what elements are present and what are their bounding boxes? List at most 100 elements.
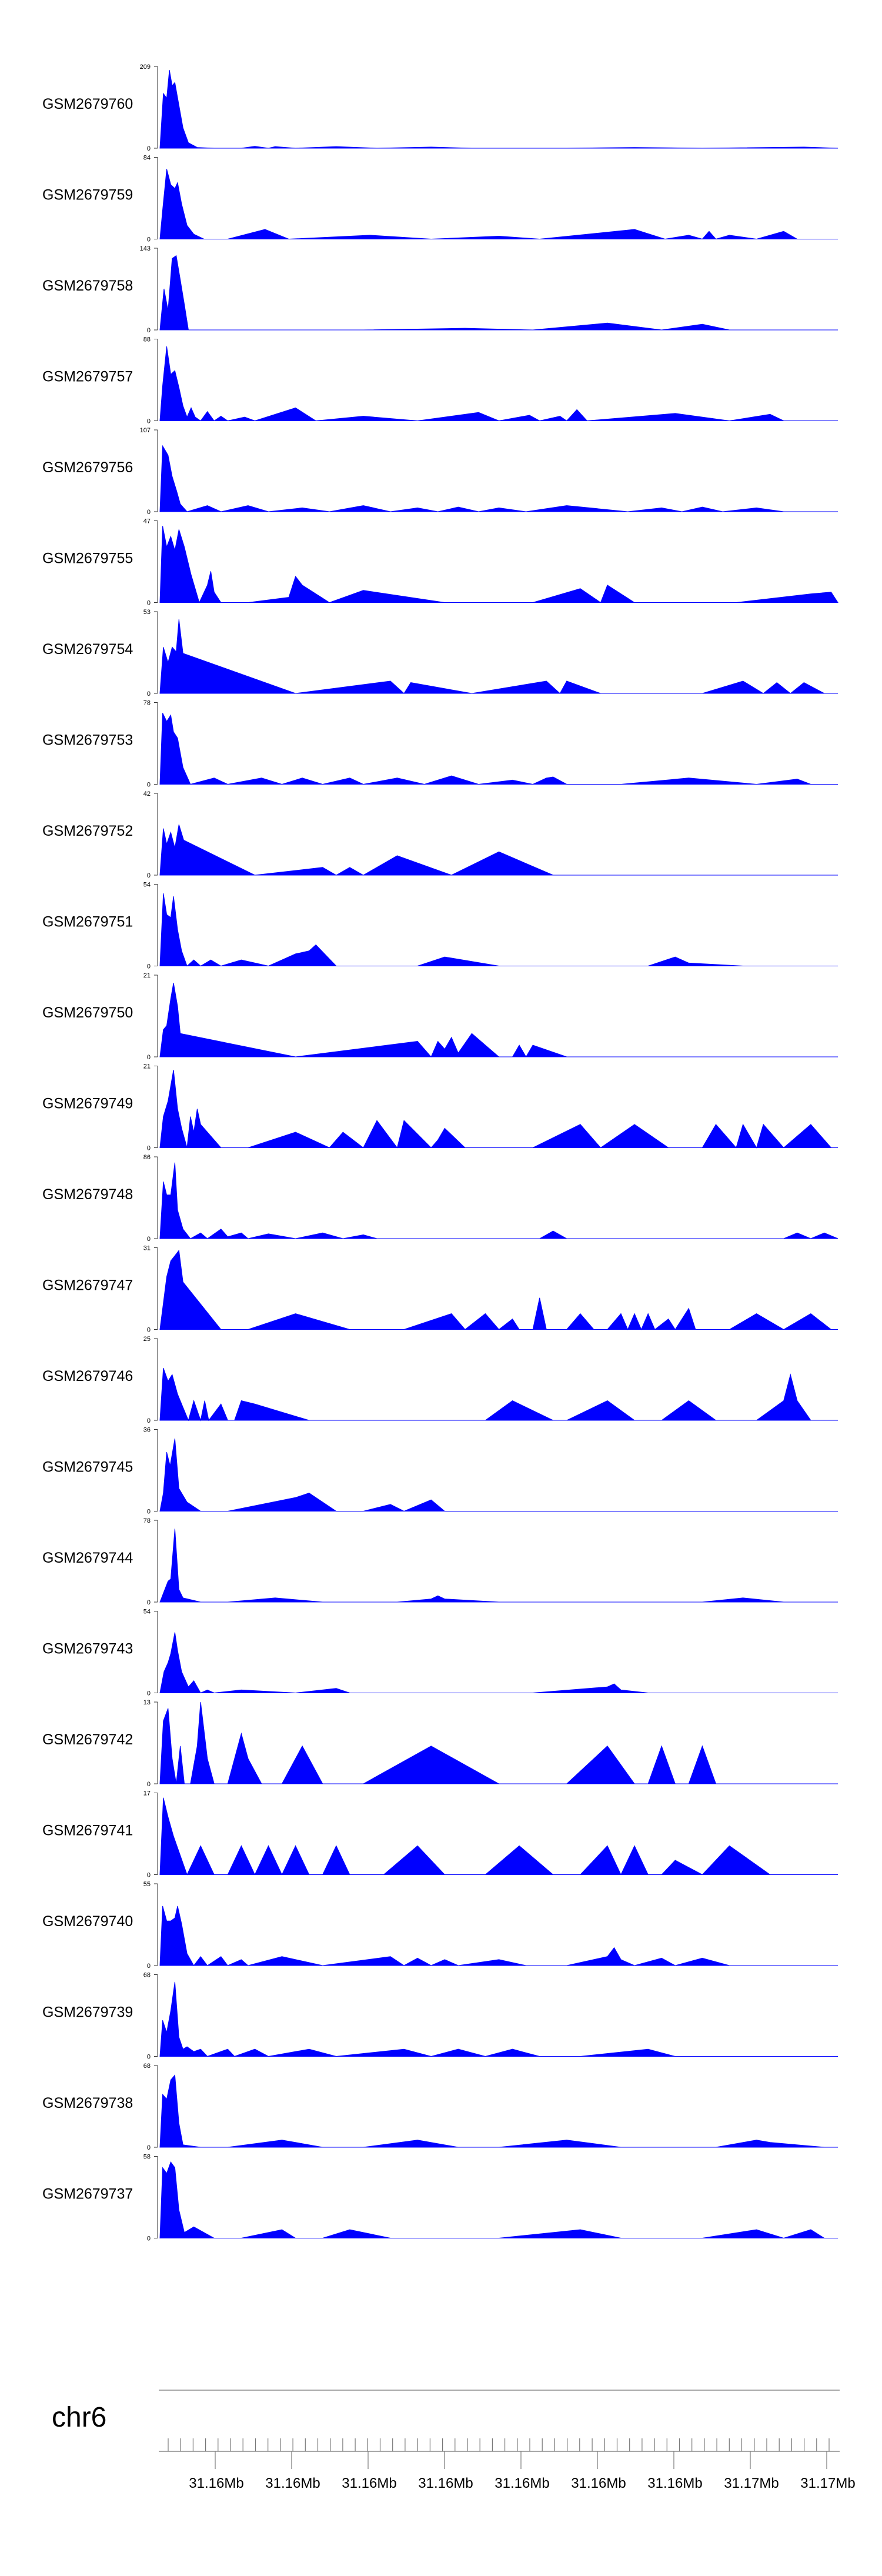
y-max-label: 13 bbox=[143, 1699, 151, 1706]
coverage-area bbox=[159, 1162, 838, 1239]
y-zero-label: 0 bbox=[147, 1690, 151, 1697]
coverage-area bbox=[159, 346, 838, 422]
y-zero-label: 0 bbox=[147, 872, 151, 879]
track-GSM2679746: GSM2679746 25 0 bbox=[42, 1336, 838, 1424]
coverage-tracks: GSM2679760 209 0 GSM2679759 84 0 GSM2679758 143… bbox=[42, 64, 838, 2243]
y-zero-label: 0 bbox=[147, 509, 151, 516]
coverage-area bbox=[159, 893, 838, 967]
track-name: GSM2679741 bbox=[42, 1823, 133, 1839]
y-max-label: 55 bbox=[143, 1881, 151, 1888]
track-name: GSM2679749 bbox=[42, 1096, 133, 1112]
track-name: GSM2679756 bbox=[42, 459, 133, 476]
y-zero-label: 0 bbox=[147, 600, 151, 607]
coverage-area bbox=[159, 1701, 838, 1784]
y-zero-label: 0 bbox=[147, 690, 151, 698]
track-GSM2679748: GSM2679748 86 0 bbox=[42, 1154, 838, 1243]
track-name: GSM2679744 bbox=[42, 1550, 133, 1566]
track-name: GSM2679737 bbox=[42, 2186, 133, 2203]
coverage-area bbox=[159, 1906, 838, 1966]
coverage-area bbox=[159, 1367, 838, 1422]
y-zero-label: 0 bbox=[147, 1599, 151, 1606]
track-name: GSM2679746 bbox=[42, 1368, 133, 1384]
y-max-label: 36 bbox=[143, 1427, 151, 1434]
coverage-area bbox=[159, 1529, 838, 1603]
tick-label: 31.16Mb bbox=[189, 2475, 243, 2491]
y-zero-label: 0 bbox=[147, 145, 151, 152]
track-name: GSM2679742 bbox=[42, 1731, 133, 1748]
track-name: GSM2679757 bbox=[42, 369, 133, 385]
track-GSM2679758: GSM2679758 143 0 bbox=[42, 245, 838, 334]
y-max-label: 42 bbox=[143, 790, 151, 798]
coverage-area bbox=[159, 255, 838, 331]
y-max-label: 107 bbox=[140, 427, 151, 434]
y-max-label: 78 bbox=[143, 700, 151, 707]
track-GSM2679753: GSM2679753 78 0 bbox=[42, 700, 838, 789]
y-max-label: 54 bbox=[143, 882, 151, 889]
track-GSM2679751: GSM2679751 54 0 bbox=[42, 882, 838, 970]
y-max-label: 53 bbox=[143, 609, 151, 616]
y-max-label: 47 bbox=[143, 518, 151, 525]
track-name: GSM2679750 bbox=[42, 1005, 133, 1021]
coverage-area bbox=[159, 1249, 838, 1330]
coverage-area bbox=[159, 1632, 838, 1694]
track-name: GSM2679752 bbox=[42, 823, 133, 839]
coverage-area bbox=[159, 983, 838, 1057]
y-max-label: 209 bbox=[140, 64, 151, 71]
track-GSM2679759: GSM2679759 84 0 bbox=[42, 155, 838, 243]
track-name: GSM2679748 bbox=[42, 1186, 133, 1203]
y-max-label: 58 bbox=[143, 2154, 151, 2161]
track-name: GSM2679760 bbox=[42, 96, 133, 112]
track-GSM2679749: GSM2679749 21 0 bbox=[42, 1063, 838, 1152]
y-max-label: 31 bbox=[143, 1245, 151, 1252]
tick-label: 31.16Mb bbox=[571, 2475, 626, 2491]
y-zero-label: 0 bbox=[147, 418, 151, 425]
coverage-area bbox=[159, 69, 838, 149]
coverage-area bbox=[159, 1070, 838, 1149]
y-zero-label: 0 bbox=[147, 2144, 151, 2151]
y-zero-label: 0 bbox=[147, 2054, 151, 2061]
track-GSM2679745: GSM2679745 36 0 bbox=[42, 1427, 838, 1516]
y-max-label: 21 bbox=[143, 972, 151, 979]
track-GSM2679752: GSM2679752 42 0 bbox=[42, 790, 838, 879]
y-max-label: 143 bbox=[140, 245, 151, 252]
coverage-area bbox=[159, 1797, 838, 1876]
track-name: GSM2679745 bbox=[42, 1459, 133, 1476]
tick-label: 31.16Mb bbox=[342, 2475, 396, 2491]
coverage-area bbox=[159, 2074, 838, 2148]
track-GSM2679741: GSM2679741 17 0 bbox=[42, 1790, 838, 1879]
tick-label: 31.16Mb bbox=[418, 2475, 473, 2491]
y-zero-label: 0 bbox=[147, 1327, 151, 1334]
track-GSM2679738: GSM2679738 68 0 bbox=[42, 2063, 838, 2151]
y-zero-label: 0 bbox=[147, 1145, 151, 1152]
track-GSM2679760: GSM2679760 209 0 bbox=[42, 64, 838, 152]
track-name: GSM2679753 bbox=[42, 732, 133, 749]
coverage-area bbox=[159, 619, 838, 694]
track-name: GSM2679758 bbox=[42, 278, 133, 294]
y-zero-label: 0 bbox=[147, 236, 151, 243]
y-max-label: 86 bbox=[143, 1154, 151, 1161]
y-zero-label: 0 bbox=[147, 1509, 151, 1516]
track-GSM2679747: GSM2679747 31 0 bbox=[42, 1245, 838, 1334]
coverage-area bbox=[159, 1438, 838, 1512]
y-max-label: 84 bbox=[143, 155, 151, 162]
track-GSM2679754: GSM2679754 53 0 bbox=[42, 609, 838, 698]
track-name: GSM2679755 bbox=[42, 550, 133, 567]
track-name: GSM2679754 bbox=[42, 641, 133, 658]
y-max-label: 17 bbox=[143, 1790, 151, 1797]
coverage-area bbox=[159, 526, 838, 603]
coverage-area bbox=[159, 2161, 838, 2239]
y-zero-label: 0 bbox=[147, 1781, 151, 1788]
y-zero-label: 0 bbox=[147, 1417, 151, 1424]
y-zero-label: 0 bbox=[147, 1963, 151, 1970]
tick-label: 31.16Mb bbox=[265, 2475, 320, 2491]
track-GSM2679739: GSM2679739 68 0 bbox=[42, 1972, 838, 2061]
tick-label: 31.16Mb bbox=[495, 2475, 549, 2491]
track-name: GSM2679743 bbox=[42, 1641, 133, 1657]
track-GSM2679757: GSM2679757 88 0 bbox=[42, 336, 838, 425]
y-max-label: 78 bbox=[143, 1517, 151, 1524]
y-zero-label: 0 bbox=[147, 782, 151, 789]
track-GSM2679756: GSM2679756 107 0 bbox=[42, 427, 838, 516]
coverage-area bbox=[159, 445, 838, 512]
y-max-label: 21 bbox=[143, 1063, 151, 1070]
tick-label: 31.16Mb bbox=[647, 2475, 702, 2491]
